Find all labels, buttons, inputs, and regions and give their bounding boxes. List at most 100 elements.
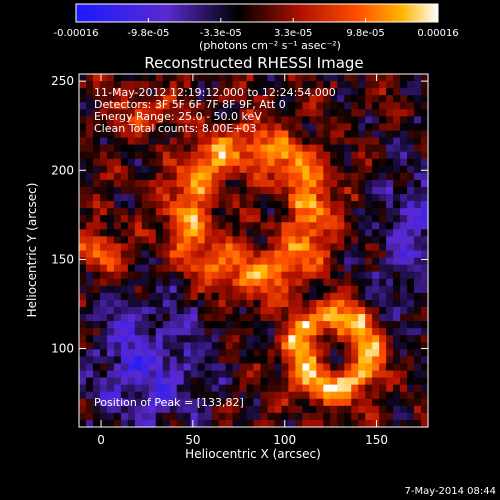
heatmap-cell: [99, 370, 108, 379]
heatmap-cell: [232, 130, 241, 139]
heatmap-cell: [253, 264, 262, 273]
heatmap-cell: [274, 194, 283, 202]
heatmap-cell: [155, 271, 164, 280]
heatmap-cell: [281, 179, 289, 188]
heatmap-cell: [400, 243, 408, 252]
heatmap-cell: [183, 335, 192, 343]
heatmap-cell: [127, 370, 136, 379]
heatmap-cell: [309, 88, 317, 96]
heatmap-cell: [120, 292, 129, 301]
heatmap-cell: [218, 257, 227, 266]
heatmap-cell: [372, 285, 380, 294]
heatmap-cell: [92, 405, 101, 414]
heatmap-cell: [127, 314, 136, 322]
heatmap-cell: [106, 116, 115, 125]
heatmap-cell: [218, 370, 227, 379]
heatmap-cell: [113, 95, 122, 103]
x-axis-label: Heliocentric X (arcsec): [185, 447, 321, 461]
heatmap-cell: [176, 102, 185, 110]
heatmap-cell: [400, 123, 408, 132]
heatmap-cell: [281, 314, 289, 322]
heatmap-cell: [365, 299, 373, 308]
heatmap-cell: [120, 321, 129, 329]
heatmap-cell: [309, 186, 317, 195]
heatmap-cell: [421, 321, 429, 329]
heatmap-cell: [92, 165, 101, 174]
colorbar-ticks: [75, 18, 439, 22]
heatmap-cell: [232, 201, 241, 209]
heatmap-cell: [253, 349, 262, 357]
heatmap-cell: [190, 391, 199, 400]
heatmap-cell: [211, 377, 220, 386]
heatmap-cell: [106, 130, 115, 139]
heatmap-cell: [414, 222, 422, 230]
heatmap-cell: [260, 109, 269, 117]
heatmap-cell: [400, 292, 408, 301]
heatmap-cell: [316, 95, 324, 103]
heatmap-cell: [99, 285, 108, 294]
heatmap-cell: [344, 186, 352, 195]
heatmap-cell: [344, 151, 352, 160]
heatmap-cell: [204, 328, 213, 336]
heatmap-cell: [183, 356, 192, 365]
heatmap-cell: [127, 229, 136, 237]
heatmap-cell: [99, 186, 108, 195]
heatmap-cell: [365, 88, 373, 96]
heatmap-cell: [267, 144, 276, 153]
heatmap-cell: [211, 321, 220, 329]
heatmap-cell: [379, 419, 387, 428]
heatmap-cell: [120, 158, 129, 167]
heatmap-cell: [92, 264, 101, 273]
heatmap-cell: [323, 391, 331, 400]
heatmap-cell: [344, 243, 352, 252]
heatmap-cell: [106, 356, 115, 365]
heatmap-cell: [295, 179, 303, 188]
heatmap-cell: [134, 116, 143, 125]
heatmap-cell: [393, 384, 401, 393]
heatmap-cell: [85, 229, 94, 237]
heatmap-cell: [351, 412, 359, 421]
heatmap-cell: [393, 215, 401, 223]
heatmap-cell: [141, 123, 150, 132]
heatmap-cell: [127, 356, 136, 365]
heatmap-cell: [190, 328, 199, 336]
heatmap-cell: [372, 144, 380, 153]
heatmap-cell: [85, 81, 94, 89]
heatmap-cell: [288, 250, 296, 259]
heatmap-cell: [386, 264, 394, 273]
heatmap-cell: [176, 222, 185, 230]
heatmap-cell: [239, 201, 248, 209]
heatmap-cell: [225, 398, 234, 407]
heatmap-cell: [190, 222, 199, 230]
heatmap-cell: [281, 405, 289, 414]
heatmap-cell: [253, 201, 262, 209]
heatmap-cell: [141, 398, 150, 407]
heatmap-cell: [295, 314, 303, 322]
heatmap-cell: [253, 391, 262, 400]
heatmap-cell: [316, 356, 324, 365]
heatmap-cell: [358, 109, 366, 117]
heatmap-cell: [197, 370, 206, 379]
heatmap-cell: [344, 314, 352, 322]
heatmap-cell: [99, 264, 108, 273]
heatmap-cell: [323, 398, 331, 407]
heatmap-cell: [414, 208, 422, 216]
heatmap-cell: [295, 201, 303, 209]
heatmap-cell: [421, 74, 429, 82]
heatmap-cell: [225, 257, 234, 266]
heatmap-cell: [400, 179, 408, 188]
heatmap-cell: [393, 419, 401, 428]
heatmap-cell: [337, 419, 345, 428]
heatmap-cell: [358, 236, 366, 245]
heatmap-cell: [106, 398, 115, 407]
heatmap-cell: [232, 384, 241, 393]
heatmap-cell: [316, 257, 324, 266]
heatmap-cell: [386, 88, 394, 96]
heatmap-cell: [99, 74, 108, 82]
heatmap-cell: [267, 236, 276, 245]
heatmap-cell: [386, 201, 394, 209]
heatmap-cell: [379, 123, 387, 132]
heatmap-cell: [414, 335, 422, 343]
heatmap-cell: [120, 250, 129, 259]
heatmap-cell: [386, 356, 394, 365]
